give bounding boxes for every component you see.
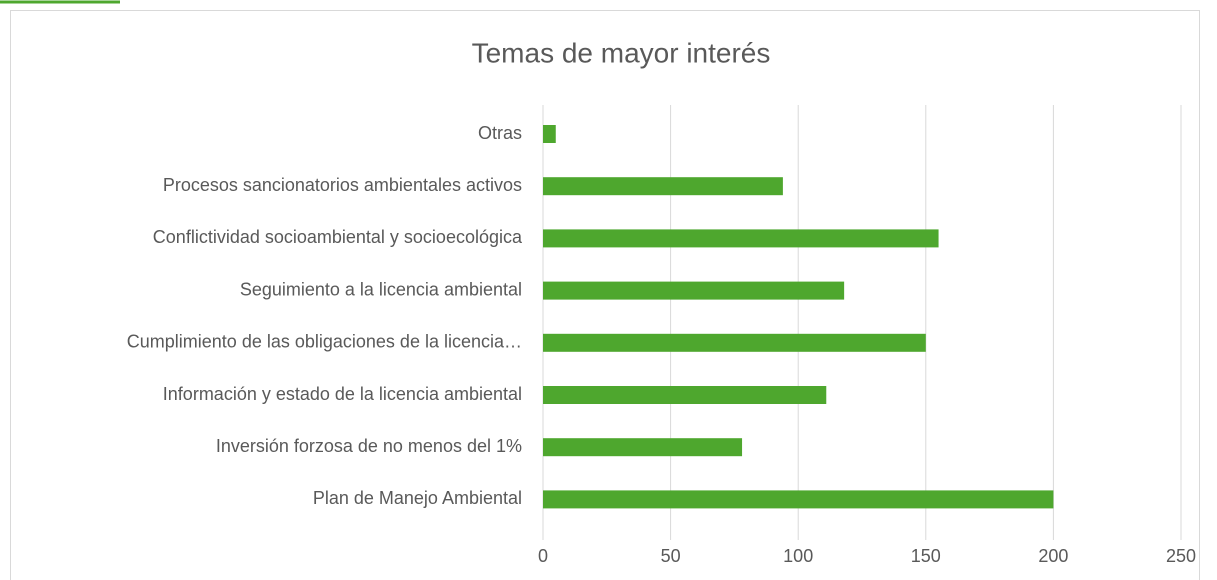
bar bbox=[543, 386, 827, 404]
y-tick-label: Inversión forzosa de no menos del 1% bbox=[216, 436, 522, 456]
x-tick-label: 0 bbox=[538, 546, 548, 566]
y-tick-label: Seguimiento a la licencia ambiental bbox=[240, 279, 522, 299]
x-tick-label: 200 bbox=[1038, 546, 1068, 566]
chart-title: Temas de mayor interés bbox=[472, 37, 771, 68]
y-tick-label: Información y estado de la licencia ambi… bbox=[163, 384, 522, 404]
bar bbox=[543, 177, 783, 196]
y-tick-label: Conflictividad socioambiental y socioeco… bbox=[153, 227, 523, 247]
x-tick-label: 100 bbox=[783, 546, 813, 566]
x-tick-label: 50 bbox=[661, 546, 681, 566]
y-tick-label: Plan de Manejo Ambiental bbox=[313, 488, 522, 508]
bar bbox=[543, 333, 926, 352]
y-tick-label: Otras bbox=[478, 123, 522, 143]
bar bbox=[543, 229, 939, 248]
y-tick-label: Procesos sancionatorios ambientales acti… bbox=[163, 175, 522, 195]
bar bbox=[543, 125, 556, 143]
bar bbox=[543, 438, 743, 457]
x-tick-label: 250 bbox=[1166, 546, 1196, 566]
y-tick-label: Cumplimiento de las obligaciones de la l… bbox=[127, 332, 522, 352]
bar bbox=[543, 281, 845, 300]
x-tick-label: 150 bbox=[911, 546, 941, 566]
bar bbox=[543, 490, 1054, 509]
